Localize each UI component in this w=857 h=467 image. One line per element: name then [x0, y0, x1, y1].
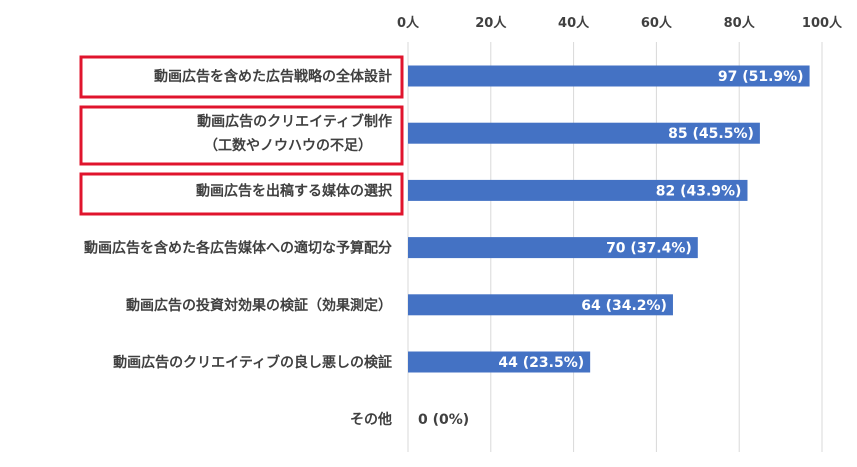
x-tick-label: 80人 — [724, 15, 756, 31]
data-label: 85 (45.5%) — [668, 126, 754, 142]
data-label: 64 (34.2%) — [581, 298, 667, 314]
data-label: 97 (51.9%) — [718, 69, 804, 85]
category-label: 動画広告を含めた各広告媒体への適切な予算配分 — [84, 240, 392, 257]
data-label: 70 (37.4%) — [606, 241, 692, 257]
bar — [408, 65, 810, 87]
highlight-box — [79, 55, 404, 99]
bar — [408, 179, 748, 201]
x-axis-ticks: 0人 20人 40人 60人 80人 100人 — [397, 15, 843, 31]
data-label: 44 (23.5%) — [498, 355, 584, 371]
category-label: 動画広告のクリエイティブの良し悪しの検証 — [113, 354, 392, 371]
bar — [408, 237, 698, 259]
x-tick-label: 40人 — [558, 15, 590, 31]
data-labels: 97 (51.9%) 85 (45.5%) 82 (43.9%) 70 (37.4%)… — [418, 69, 804, 428]
category-label: 動画広告の投資対効果の検証（効果測定） — [126, 297, 392, 314]
category-label: （工数やノウハウの不足） — [204, 137, 372, 154]
category-label: 動画広告を含めた広告戦略の全体設計 — [154, 68, 392, 85]
x-tick-label: 0人 — [397, 15, 420, 31]
highlight-box — [79, 105, 404, 166]
x-tick-label: 20人 — [475, 15, 507, 31]
x-tick-label: 60人 — [641, 15, 673, 31]
data-label: 0 (0%) — [418, 412, 469, 428]
bars — [408, 65, 810, 373]
bar — [408, 351, 591, 373]
category-label: 動画広告のクリエイティブ制作 — [197, 113, 392, 130]
highlight-boxes — [79, 55, 404, 216]
data-label: 82 (43.9%) — [656, 183, 742, 199]
bar — [408, 294, 673, 316]
category-label: 動画広告を出稿する媒体の選択 — [196, 182, 393, 199]
highlight-box — [79, 172, 404, 216]
category-label: その他 — [350, 411, 392, 428]
bar — [408, 122, 760, 144]
x-tick-label: 100人 — [802, 15, 843, 31]
